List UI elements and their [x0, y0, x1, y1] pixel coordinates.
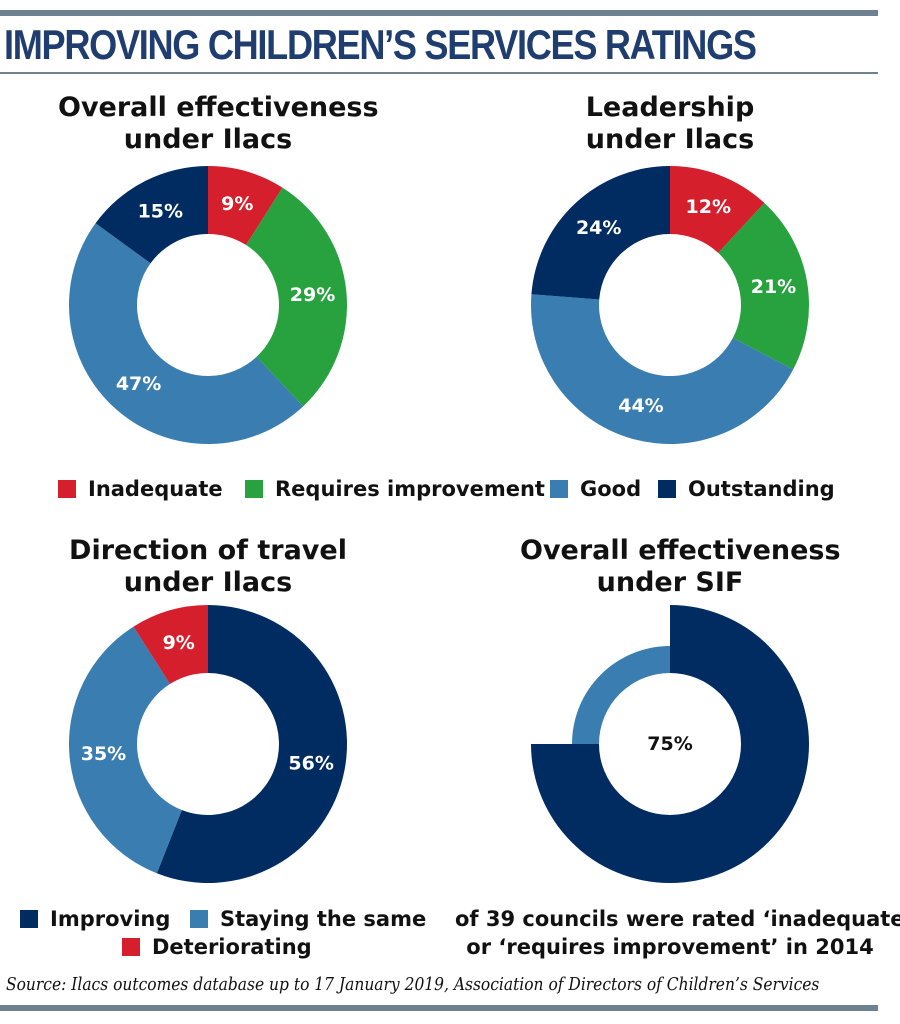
donut-slice-deteriorating: [133, 605, 208, 685]
chart-title-line: under Ilacs: [123, 567, 293, 598]
donut-slice-inadequate: [208, 166, 283, 246]
chart-title-line: under Ilacs: [123, 124, 293, 155]
legend-swatch: [190, 910, 208, 928]
chart-title-line: Overall effectiveness: [58, 92, 379, 123]
donut-slice-outstanding: [95, 166, 208, 264]
legend-item-deteriorating: Deteriorating: [122, 934, 312, 960]
page-title: IMPROVING CHILDREN’S SERVICES RATINGS: [4, 21, 757, 68]
legend-item-staying-the-same: Staying the same: [190, 906, 426, 932]
donut-slice-inadequate-or-requires-improvement: [531, 605, 809, 883]
legend-label: Requires improvement: [275, 477, 545, 501]
legend-label: Deteriorating: [152, 935, 312, 959]
top-rule: [0, 10, 878, 16]
legend-label: Outstanding: [688, 477, 835, 501]
data-label-deteriorating: 9%: [163, 632, 195, 654]
legend-label: Good: [580, 477, 642, 501]
data-label-outstanding: 15%: [138, 200, 183, 222]
donut-slice-requires-improvement: [718, 202, 809, 370]
legend-item-inadequate: Inadequate: [58, 476, 223, 502]
donut-chart-overall-sif: 75%: [531, 605, 809, 883]
legend-swatch: [245, 480, 263, 498]
legend-item-outstanding: Outstanding: [658, 476, 835, 502]
donut-slice-good: [68, 223, 304, 445]
data-label-good: 44%: [618, 395, 663, 417]
data-label-inadequate: 9%: [221, 193, 253, 215]
data-label-requires-improvement: 29%: [290, 284, 335, 306]
legend-direction: Improving Staying the same Deteriorating: [20, 906, 450, 962]
chart-title-overall-sif: Overall effectiveness under SIF: [520, 535, 841, 599]
legend-ratings: Inadequate Requires improvement Good Outsta…: [58, 476, 858, 502]
legend-swatch: [58, 480, 76, 498]
data-label-inadequate-or-requires-improvement: 75%: [647, 733, 692, 755]
legend-label: Inadequate: [88, 477, 223, 501]
sif-caption: of 39 councils were rated ‘inadequate’ o…: [455, 905, 900, 961]
donut-slice-requires-improvement: [246, 187, 347, 407]
legend-swatch: [658, 480, 676, 498]
sif-caption-line: of 39 councils were rated ‘inadequate’: [455, 907, 900, 931]
donut-slice-inadequate: [670, 166, 765, 253]
legend-label: Improving: [50, 907, 171, 931]
data-label-staying-the-same: 35%: [81, 743, 126, 765]
chart-title-line: under SIF: [596, 567, 744, 598]
donut-slice-improving: [156, 605, 348, 883]
donut-slice-good: [531, 294, 794, 444]
legend-swatch: [550, 480, 568, 498]
source-note: Source: Ilacs outcomes database up to 17…: [6, 974, 820, 995]
chart-title-line: Leadership: [585, 92, 755, 123]
legend-swatch: [20, 910, 38, 928]
legend-swatch: [122, 938, 140, 956]
chart-title-overall-ilacs: Overall effectiveness under Ilacs: [58, 92, 379, 156]
data-label-requires-improvement: 21%: [751, 276, 796, 298]
data-label-good: 47%: [116, 373, 161, 395]
legend-item-requires-improvement: Requires improvement: [245, 476, 545, 502]
legend-item-good: Good: [550, 476, 641, 502]
donut-chart-overall-ilacs: 9% 29% 47% 15%: [68, 166, 347, 445]
sif-caption-line: or ‘requires improvement’ in 2014: [466, 935, 874, 959]
chart-title-direction: Direction of travel under Ilacs: [58, 535, 358, 599]
data-label-improving: 56%: [288, 753, 333, 775]
chart-title-line: under Ilacs: [585, 124, 755, 155]
chart-title-line: Direction of travel: [69, 535, 347, 566]
donut-chart-direction: 56% 35% 9%: [69, 605, 348, 883]
donut-chart-leadership: 12% 21% 44% 24%: [531, 166, 809, 444]
title-rule: [0, 72, 878, 74]
donut-slice-other: [572, 646, 670, 744]
legend-item-improving: Improving: [20, 906, 170, 932]
data-label-inadequate: 12%: [686, 196, 731, 218]
bottom-rule: [0, 1005, 878, 1011]
donut-slice-staying-the-same: [69, 626, 182, 874]
legend-label: Staying the same: [220, 907, 427, 931]
data-label-outstanding: 24%: [576, 217, 621, 239]
chart-title-leadership: Leadership under Ilacs: [520, 92, 820, 156]
donut-slice-outstanding: [531, 166, 670, 300]
chart-title-line: Overall effectiveness: [520, 535, 841, 566]
